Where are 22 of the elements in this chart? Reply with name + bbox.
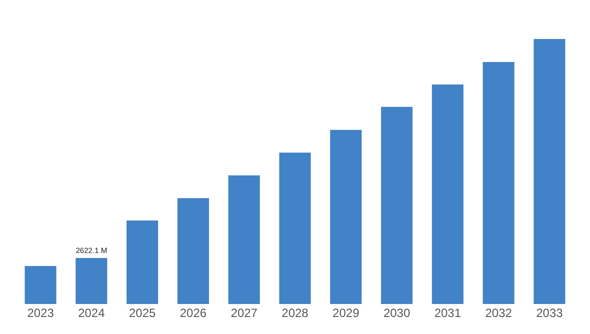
bar — [177, 198, 209, 304]
bar — [228, 175, 260, 304]
bar — [126, 220, 158, 304]
x-tick-label: 2023 — [27, 306, 54, 320]
x-tick-label: 2030 — [383, 306, 410, 320]
bar — [432, 84, 464, 304]
bar — [381, 106, 413, 304]
bar — [24, 266, 56, 304]
bar — [534, 38, 566, 304]
x-tick-label: 2024 — [78, 306, 106, 320]
bar — [330, 130, 362, 304]
x-tick-label: 2029 — [332, 306, 360, 320]
x-tick-label: 2025 — [128, 306, 156, 320]
x-tick-label: 2027 — [230, 306, 258, 320]
x-tick-label: 2033 — [536, 306, 564, 320]
bar — [482, 62, 514, 304]
x-tick-label: 2028 — [282, 306, 309, 320]
x-tick-label: 2031 — [434, 306, 462, 320]
x-tick-label: 2032 — [485, 306, 512, 320]
x-tick-label: 2026 — [180, 306, 207, 320]
bar — [76, 258, 108, 304]
bar — [279, 152, 311, 304]
